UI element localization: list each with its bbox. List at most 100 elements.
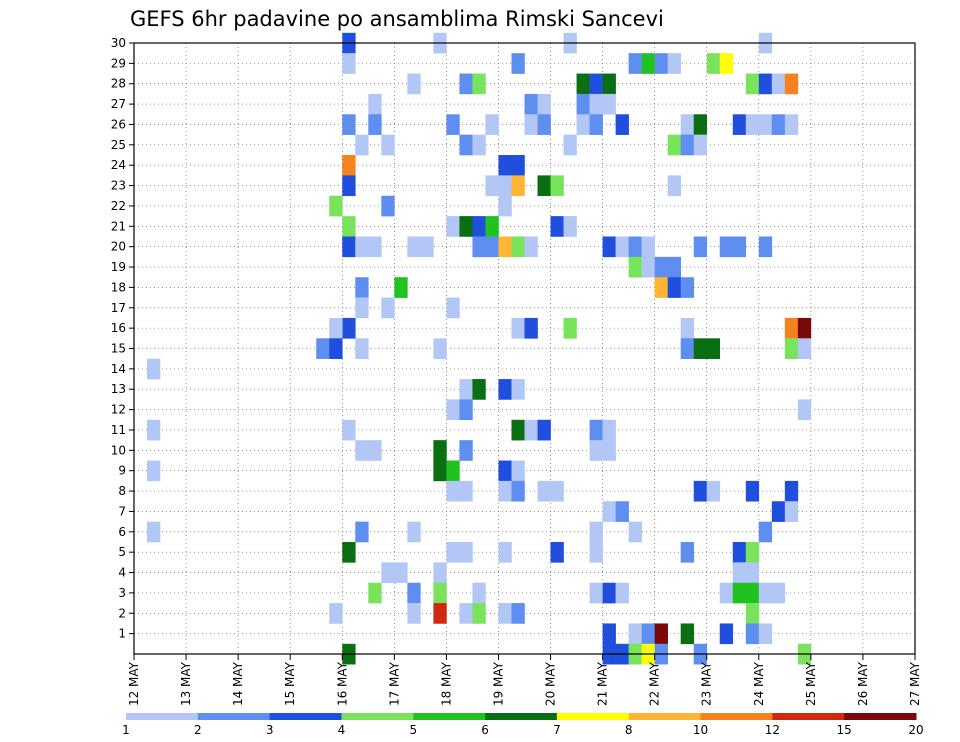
heatmap-cell [498,603,512,624]
heatmap-cell [641,53,655,74]
y-tick-label: 15 [111,342,126,356]
heatmap-cell [589,114,603,135]
heatmap-cell [745,480,760,502]
y-tick-label: 8 [118,484,126,498]
heatmap-cell [745,73,760,95]
heatmap-cell [537,419,551,441]
heatmap-cell [615,501,629,522]
heatmap-cell [472,134,486,156]
y-tick-label: 17 [111,301,126,315]
colorbar-tick-label: 12 [765,723,780,737]
heatmap-cell [342,114,356,135]
heatmap-cell [693,236,708,258]
heatmap-cell [368,582,382,604]
heatmap-cell [472,73,486,95]
heatmap-cell [394,562,408,584]
heatmap-cell [446,480,460,502]
heatmap-cell [459,440,473,461]
heatmap-cell [693,134,708,156]
heatmap-cell [602,582,616,604]
y-tick-label: 22 [111,199,126,213]
heatmap-cell [745,114,760,135]
y-tick-label: 28 [111,77,126,91]
heatmap-cell [576,73,590,95]
heatmap-cell [485,216,499,237]
heatmap-cell [342,53,356,74]
heatmap-cell [589,93,603,115]
heatmap-cell [342,317,356,339]
heatmap-cell [342,155,356,176]
heatmap-cell [381,195,395,217]
heatmap-cell [719,53,734,74]
heatmap-cell [459,399,473,421]
y-tick-label: 11 [111,423,126,437]
heatmap-cell [667,277,681,298]
heatmap-cell [693,114,708,135]
heatmap-cell [472,582,486,604]
heatmap-cell [498,175,512,197]
x-tick-label: 20 MAY [544,661,558,706]
heatmap-cell [628,256,642,278]
heatmap-cell [368,93,382,115]
heatmap-cell [511,603,525,624]
heatmap-cell [446,216,460,237]
heatmap-cell [771,114,786,135]
colorbar-tick-label: 5 [409,723,417,737]
heatmap-cell [433,460,447,482]
heatmap-cell [784,480,799,502]
heatmap-cell [433,440,447,461]
heatmap-cell [680,541,695,563]
heatmap-cell [355,134,369,156]
heatmap-cell [667,134,681,156]
heatmap-cell [758,236,773,258]
heatmap-cell [589,440,603,461]
heatmap-cell [589,73,603,95]
y-tick-label: 10 [111,443,126,457]
heatmap-cell [797,317,812,339]
y-tick-label: 9 [118,464,126,478]
heatmap-cell [589,582,603,604]
colorbar-segment [269,713,342,720]
heatmap-cell [511,155,525,176]
x-tick-label: 18 MAY [439,661,453,706]
heatmap-cell [498,236,512,258]
heatmap-cell [602,73,616,95]
heatmap-cell [524,236,538,258]
heatmap-cell [511,317,525,339]
heatmap-cell [394,277,408,298]
heatmap-cell [589,541,603,563]
heatmap-cell [732,582,747,604]
heatmap-cell [459,73,473,95]
heatmap-cell [615,582,629,604]
heatmap-cell [472,236,486,258]
heatmap-cell [511,175,525,197]
heatmap-cell [576,93,590,115]
heatmap-cell [706,53,721,74]
heatmap-cell [667,175,681,197]
x-tick-label: 19 MAY [491,661,505,706]
heatmap-cell [784,338,799,359]
heatmap-cell [758,73,773,95]
heatmap-cell [446,541,460,563]
y-tick-label: 29 [111,56,126,70]
heatmap-cell [797,338,812,359]
x-tick-label: 14 MAY [231,661,245,706]
heatmap-cell [342,175,356,197]
y-tick-label: 18 [111,280,126,294]
heatmap-cell [355,236,369,258]
x-tick-label: 27 MAY [908,661,922,706]
heatmap-cell [758,114,773,135]
heatmap-cell [602,93,616,115]
heatmap-cell [459,603,473,624]
heatmap-cell [511,379,525,400]
heatmap-cells [147,32,812,665]
heatmap-cell [797,399,812,421]
colorbar-segment [556,713,630,720]
heatmap-cell [433,582,447,604]
heatmap-cell [446,297,460,319]
heatmap-cell [602,419,616,441]
heatmap-cell [680,338,695,359]
y-tick-label: 27 [111,97,126,111]
heatmap-cell [732,236,747,258]
